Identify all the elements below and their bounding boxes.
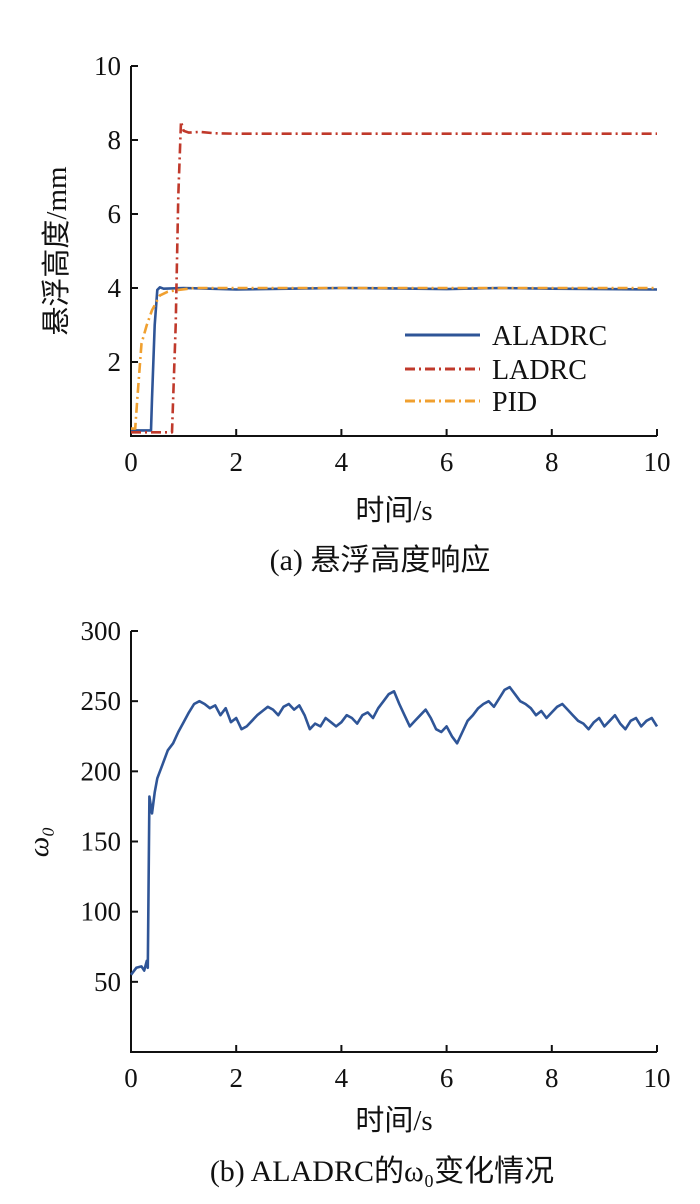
chart-b-series-line-0 — [129, 685, 659, 976]
chart-a-ylabel: 悬浮高度/mm — [40, 166, 73, 336]
chart-a-ytick-label: 2 — [108, 347, 122, 377]
chart-b-ytick-label: 300 — [81, 616, 122, 646]
chart-a-xtick-label: 6 — [440, 447, 454, 477]
chart-a: 0 2 4 6 8 10 2 4 6 8 10 ALADRC LADRC PID 时间/s 悬浮高度… — [40, 51, 671, 577]
chart-a-xtick-label: 2 — [229, 447, 243, 477]
chart-a-ytick-label: 8 — [108, 125, 122, 155]
chart-b-xlabel: 时间/s — [355, 1104, 432, 1137]
chart-b: 0 2 4 6 8 10 50 100 150 200 250 300 时间/s ω₀ (b) ALA… — [23, 616, 671, 1188]
chart-a-series-pid — [131, 286, 657, 430]
chart-a-xtick-label: 8 — [545, 447, 559, 477]
chart-a-ytick-label: 6 — [108, 199, 122, 229]
chart-b-ytick-label: 150 — [81, 827, 122, 857]
chart-a-series-ladrc — [131, 120, 657, 434]
chart-a-xtick-label: 4 — [335, 447, 349, 477]
chart-a-ticks: 0 2 4 6 8 10 2 4 6 8 10 — [94, 51, 671, 477]
chart-b-xtick-label: 6 — [440, 1063, 454, 1093]
legend-label-pid: PID — [492, 387, 537, 418]
chart-a-caption: (a) 悬浮高度响应 — [270, 544, 491, 577]
chart-a-legend: ALADRC LADRC PID — [405, 321, 607, 418]
chart-b-ylabel: ω₀ — [23, 827, 55, 858]
chart-b-xtick-label: 10 — [644, 1063, 671, 1093]
chart-a-xlabel: 时间/s — [355, 494, 432, 527]
chart-a-xtick-label: 10 — [644, 447, 671, 477]
chart-b-caption: (b) ALADRC的ω₀变化情况 — [210, 1155, 554, 1188]
chart-b-ticks: 0 2 4 6 8 10 50 100 150 200 250 300 — [81, 616, 671, 1093]
chart-b-ytick-label: 50 — [94, 967, 121, 997]
legend-label-aladrc: ALADRC — [492, 321, 607, 352]
chart-b-xtick-label: 4 — [335, 1063, 349, 1093]
chart-b-xtick-label: 8 — [545, 1063, 559, 1093]
chart-b-xtick-label: 2 — [229, 1063, 243, 1093]
chart-b-series — [129, 685, 659, 976]
legend-label-ladrc: LADRC — [492, 355, 587, 386]
chart-b-ytick-label: 200 — [81, 756, 122, 786]
chart-b-xtick-label: 0 — [124, 1063, 138, 1093]
chart-a-xtick-label: 0 — [124, 447, 138, 477]
chart-b-ytick-label: 250 — [81, 686, 122, 716]
chart-b-ytick-label: 100 — [81, 897, 122, 927]
chart-a-ytick-label: 10 — [94, 51, 121, 81]
chart-a-ytick-label: 4 — [108, 273, 122, 303]
chart-a-series — [131, 120, 658, 434]
